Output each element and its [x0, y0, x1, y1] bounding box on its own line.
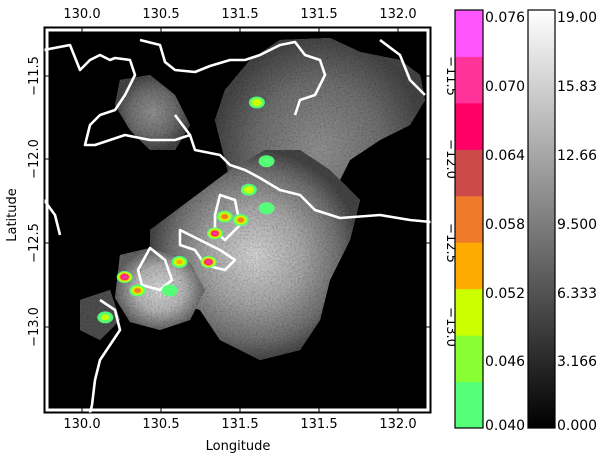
plot-frame-outer [43, 26, 432, 414]
hotspot [171, 255, 188, 268]
hotspot [129, 284, 146, 297]
x-tick-top-label: 131.5 [300, 7, 337, 22]
hotspot [240, 183, 257, 196]
y-tick-right-label: −11.5 [443, 56, 458, 96]
overlay-colorbar-tick: 0.076 [485, 10, 525, 26]
x-tick-bottom-label: 130.5 [142, 417, 179, 432]
overlay-colorbar-tick: 0.058 [485, 217, 525, 233]
overlay-colorbar-swatch [455, 335, 483, 383]
y-tick-right-label: −12.0 [443, 139, 458, 179]
grayscale-colorbar-tick: 9.500 [557, 217, 597, 233]
overlay-colorbar: 0.040 0.046 0.052 0.058 0.064 0.070 0.07… [454, 9, 525, 434]
x-axis-title: Longitude [206, 439, 271, 454]
x-tick-top-label: 130.0 [63, 7, 100, 22]
hotspot [232, 214, 249, 226]
x-tick-top-label: 131.5 [221, 7, 258, 22]
y-tick-left-label: −12.0 [27, 139, 42, 179]
plot-frame-inner [45, 28, 430, 412]
grayscale-colorbar-tick: 19.00 [557, 10, 597, 26]
grayscale-colorbar-tick: 6.333 [557, 286, 597, 302]
y-tick-left-label: −11.5 [27, 56, 42, 96]
overlay-colorbar-swatch [455, 102, 483, 150]
hotspot [258, 202, 275, 215]
overlay-colorbar-swatch [455, 288, 483, 336]
hotspot [200, 255, 217, 268]
overlay-colorbar-swatch [455, 195, 483, 243]
axis-ticks [44, 27, 431, 413]
y-axis-right-labels: −11.5 −12.0 −12.5 −13.0 [443, 56, 458, 347]
overlay-colorbar-tick: 0.046 [485, 354, 525, 370]
hotspot [97, 311, 114, 324]
grayscale-colorbar-tick: 0.000 [557, 418, 597, 434]
overlay-colorbar-swatch [455, 56, 483, 104]
grayscale-colorbar-labels: 0.000 3.166 6.333 9.500 12.66 15.83 19.0… [557, 10, 597, 434]
hotspot [248, 96, 265, 109]
x-tick-top-label: 132.0 [379, 7, 416, 22]
x-axis-bottom-labels: 130.0 130.5 131.5 131.5 132.0 [63, 417, 416, 432]
grayscale-colorbar-gradient [527, 9, 556, 429]
x-tick-bottom-label: 132.0 [379, 417, 416, 432]
hotspot [116, 271, 133, 284]
y-axis-left-labels: −11.5 −12.0 −12.5 −13.0 [27, 56, 42, 347]
y-tick-left-label: −12.5 [27, 223, 42, 263]
y-tick-right-label: −12.5 [443, 223, 458, 263]
grayscale-colorbar-tick: 15.83 [557, 79, 597, 95]
x-tick-bottom-label: 131.5 [300, 417, 337, 432]
overlay-hotspots [97, 96, 275, 324]
y-tick-left-label: −13.0 [27, 307, 42, 347]
y-axis-title: Latitude [5, 188, 20, 242]
overlay-colorbar-tick: 0.040 [485, 418, 525, 434]
x-tick-bottom-label: 131.5 [221, 417, 258, 432]
overlay-colorbar-tick: 0.070 [485, 79, 525, 95]
overlay-colorbar-labels: 0.040 0.046 0.052 0.058 0.064 0.070 0.07… [485, 10, 525, 434]
grayscale-colorbar: 0.000 3.166 6.333 9.500 12.66 15.83 19.0… [527, 9, 597, 434]
overlay-colorbar-frame [454, 9, 484, 429]
x-axis-top-labels: 130.0 130.5 131.5 131.5 132.0 [63, 7, 416, 22]
overlay-colorbar-tick: 0.064 [485, 148, 525, 164]
grayscale-colorbar-tick: 3.166 [557, 354, 597, 370]
hotspot [216, 210, 233, 223]
x-tick-bottom-label: 130.0 [63, 417, 100, 432]
overlay-colorbar-swatch [455, 381, 483, 429]
hotspot [206, 227, 223, 240]
x-tick-top-label: 130.5 [142, 7, 179, 22]
overlay-colorbar-tick: 0.052 [485, 286, 525, 302]
overlay-colorbar-swatch [455, 242, 483, 290]
overlay-colorbar-swatch [455, 10, 483, 57]
overlay-colorbar-swatch [455, 149, 483, 197]
hotspot [161, 284, 178, 297]
coastline [44, 38, 431, 413]
y-tick-right-label: −13.0 [443, 307, 458, 347]
grayscale-colorbar-tick: 12.66 [557, 148, 597, 164]
hotspot [258, 155, 275, 168]
